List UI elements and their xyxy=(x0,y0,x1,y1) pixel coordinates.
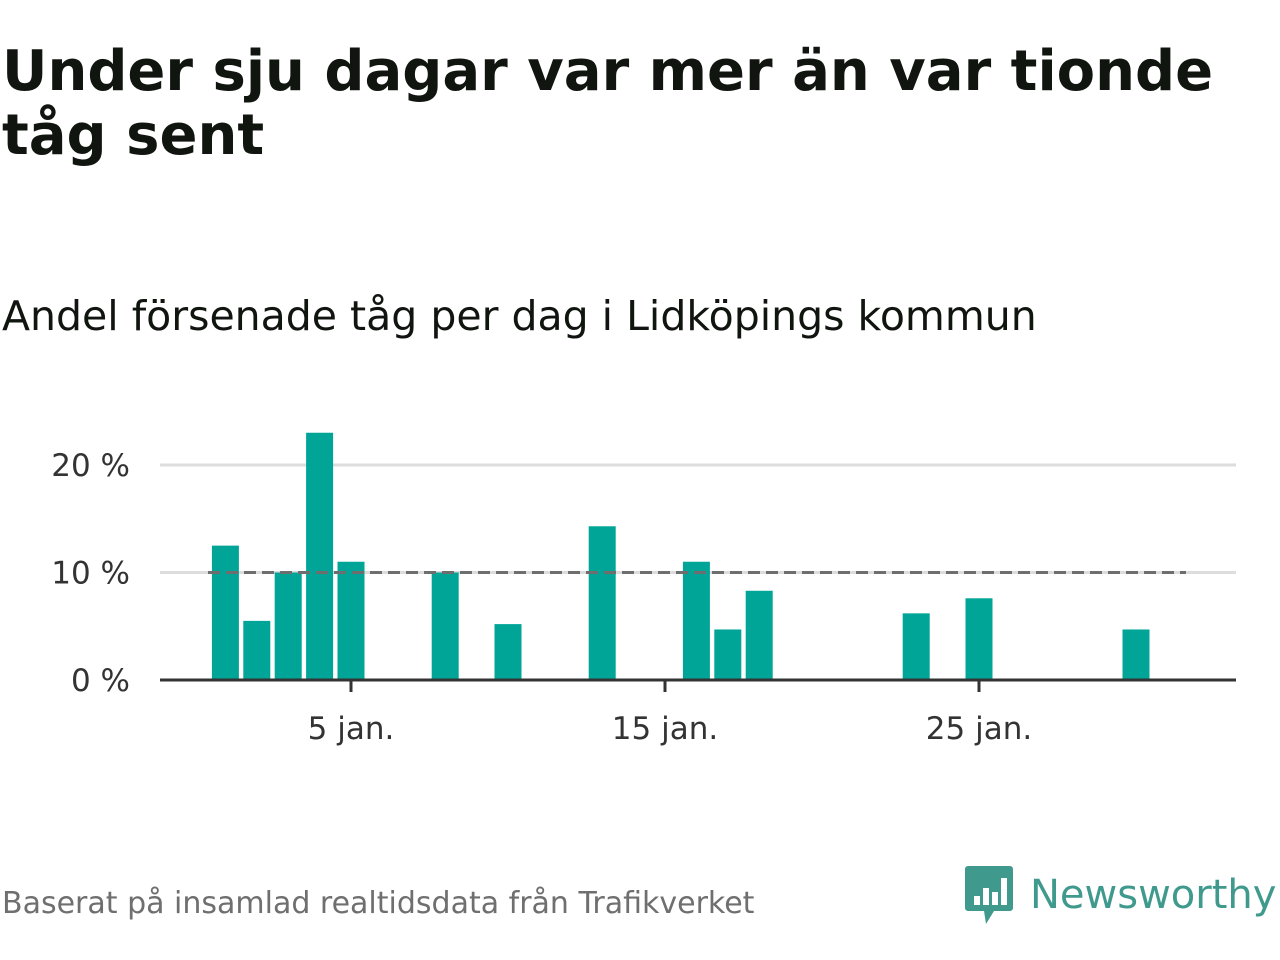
brand-logo: Newsworthy xyxy=(964,864,1276,926)
bar-chart: 0 % 10 % 20 % 5 jan. 15 jan. 25 jan. xyxy=(0,400,1280,780)
chart-subtitle: Andel försenade tåg per dag i Lidköpings… xyxy=(2,290,1037,342)
bar xyxy=(432,573,459,681)
bar xyxy=(243,621,270,680)
bar xyxy=(714,629,741,680)
bar xyxy=(212,546,239,680)
y-tick-label: 10 % xyxy=(51,556,130,592)
bar xyxy=(306,433,333,680)
bar xyxy=(338,562,365,680)
bar xyxy=(903,613,930,680)
x-tick-label: 15 jan. xyxy=(612,711,718,747)
bar xyxy=(683,562,710,680)
y-tick-label: 0 % xyxy=(71,663,130,699)
bar xyxy=(589,526,616,680)
bar xyxy=(746,591,773,680)
bar-series xyxy=(212,433,1150,680)
newsworthy-logo-icon xyxy=(964,864,1014,926)
x-tick-label: 5 jan. xyxy=(308,711,395,747)
bar xyxy=(275,573,302,681)
chart-title: Under sju dagar var mer än var tionde tå… xyxy=(2,40,1262,168)
bar xyxy=(966,598,993,680)
x-tick-label: 25 jan. xyxy=(926,711,1032,747)
y-tick-label: 20 % xyxy=(51,448,130,484)
bar xyxy=(1123,629,1150,680)
brand-name: Newsworthy xyxy=(1030,872,1276,918)
source-note: Baserat på insamlad realtidsdata från Tr… xyxy=(2,886,754,921)
bar xyxy=(495,624,522,680)
